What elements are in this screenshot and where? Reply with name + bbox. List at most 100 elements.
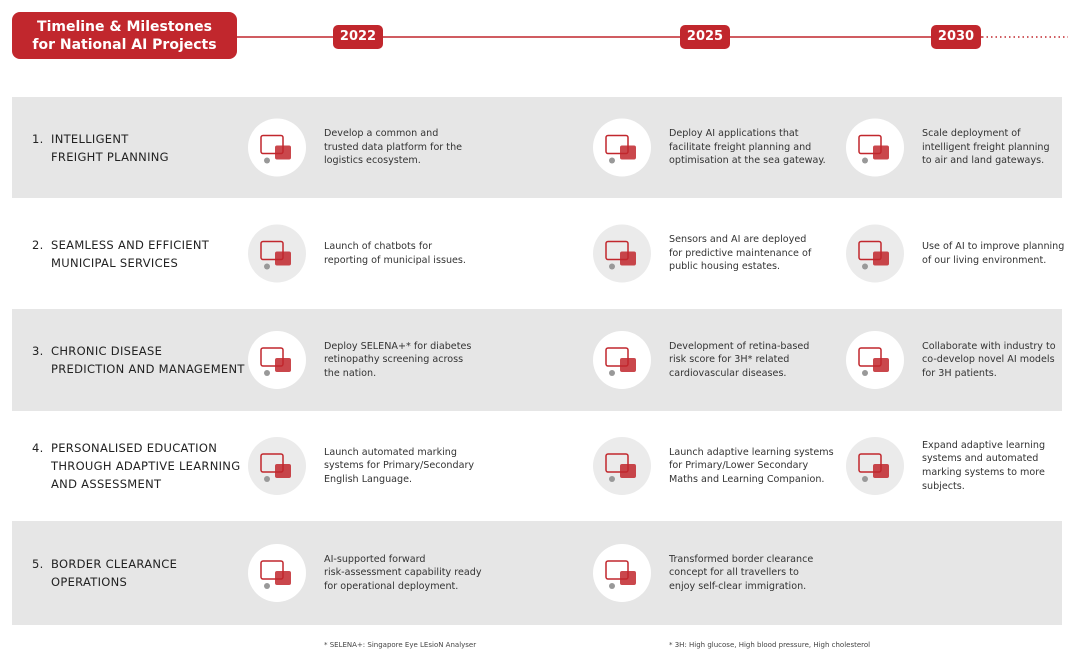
project-number: 2. (32, 237, 44, 252)
icon-shape (873, 251, 889, 266)
milestone-text: Deploy AI applications that (669, 128, 799, 140)
icon-shape (873, 358, 889, 372)
year-pill (931, 25, 981, 49)
project-name: PREDICTION AND MANAGEMENT (51, 362, 245, 376)
milestone-text: risk-assessment capability ready (324, 567, 482, 579)
milestone-text: systems and automated (922, 453, 1039, 465)
project-name: OPERATIONS (51, 575, 128, 589)
milestone-text: concept for all travellers to (669, 567, 799, 579)
icon-shape (609, 583, 615, 589)
icon-shape (609, 370, 615, 376)
icon-shape (275, 571, 291, 585)
milestone-text: retinopathy screening across (324, 354, 464, 366)
milestone-text: risk score for 3H* related (669, 354, 790, 366)
icon-shape (275, 464, 291, 478)
milestone-text: the nation. (324, 367, 377, 379)
title-line: Timeline & Milestones (37, 19, 212, 35)
icon-shape (260, 560, 284, 580)
milestone-text: subjects. (922, 480, 965, 492)
icon-shape (620, 464, 636, 478)
milestone-text: cardiovascular diseases. (669, 367, 787, 379)
milestone-text: AI-supported forward (324, 553, 426, 565)
icon-shape (858, 240, 882, 261)
project-name: MUNICIPAL SERVICES (51, 255, 179, 270)
icon-shape (605, 453, 629, 473)
project-number: 1. (32, 131, 44, 146)
icon-shape (620, 571, 636, 585)
icon-shape (275, 251, 291, 266)
project-number: 5. (32, 557, 44, 571)
milestone-text: Launch of chatbots for (324, 240, 433, 252)
icon-shape (858, 453, 882, 473)
year-label: 2025 (686, 29, 724, 44)
icon-shape (858, 347, 882, 367)
icon-shape (862, 263, 868, 270)
icon-shape (862, 370, 868, 376)
milestone-text: Scale deployment of (922, 128, 1021, 140)
icon-shape (862, 157, 868, 164)
icon-shape (260, 347, 284, 367)
icon-shape (605, 560, 629, 580)
milestone-text: Development of retina-based (669, 340, 810, 352)
project-name: INTELLIGENT (51, 131, 129, 146)
milestone-text: intelligent freight planning (922, 141, 1050, 153)
milestone-text: public housing estates. (669, 261, 781, 273)
footnote: * SELENA+: Singapore Eye LEsioN Analyser (324, 641, 477, 649)
project-name: AND ASSESSMENT (51, 477, 162, 491)
icon-shape (620, 358, 636, 372)
milestone-text: of our living environment. (922, 254, 1047, 266)
icon-shape (264, 476, 270, 482)
project-name: FREIGHT PLANNING (51, 149, 169, 164)
milestone-text: Launch automated marking (324, 446, 457, 458)
icon-shape (264, 583, 270, 589)
title-box (12, 12, 237, 59)
milestone-text: Deploy SELENA+* for diabetes (324, 340, 472, 352)
icon-shape (609, 263, 615, 270)
icon-shape (609, 476, 615, 482)
icon-shape (605, 240, 629, 261)
milestone-text: systems for Primary/Secondary (324, 460, 475, 472)
milestone-text: marking systems to more (922, 467, 1045, 478)
icon-shape (620, 145, 636, 160)
icon-shape (862, 476, 868, 482)
milestone-text: Sensors and AI are deployed (669, 234, 807, 246)
milestone-text: Transformed border clearance (669, 553, 814, 565)
icon-shape (275, 358, 291, 372)
milestone-text: Collaborate with industry to (922, 340, 1056, 352)
milestone-text: facilitate freight planning and (669, 141, 812, 153)
project-number: 3. (32, 344, 44, 358)
icon-shape (275, 145, 291, 160)
milestone-text: Use of AI to improve planning (922, 240, 1065, 252)
milestone-text: trusted data platform for the (324, 141, 463, 153)
icon-shape (260, 240, 284, 261)
icon-shape (260, 453, 284, 473)
footnote: * 3H: High glucose, High blood pressure,… (669, 641, 871, 649)
milestone-text: logistics ecosystem. (324, 155, 421, 167)
milestone-text: for predictive maintenance of (669, 247, 812, 259)
milestone-text: for Primary/Lower Secondary (669, 460, 809, 472)
icon-shape (620, 251, 636, 266)
project-name: SEAMLESS AND EFFICIENT (51, 237, 210, 252)
milestone-text: for 3H patients. (922, 367, 997, 379)
project-name: THROUGH ADAPTIVE LEARNING (51, 459, 241, 473)
icon-shape (605, 347, 629, 367)
project-name: PERSONALISED EDUCATION (51, 441, 218, 455)
row-band (12, 521, 1062, 625)
year-pill (680, 25, 730, 49)
milestone-text: reporting of municipal issues. (324, 254, 466, 266)
icon-shape (858, 134, 882, 155)
icon-shape (264, 370, 270, 376)
milestone-text: for operational deployment. (324, 580, 459, 592)
icon-shape (873, 145, 889, 160)
project-name: CHRONIC DISEASE (51, 344, 163, 358)
icon-shape (873, 464, 889, 478)
milestone-text: enjoy self-clear immigration. (669, 580, 807, 592)
title-line: for National AI Projects (32, 37, 217, 53)
icon-shape (609, 157, 615, 164)
milestone-text: optimisation at the sea gateway. (669, 155, 826, 167)
year-pill (333, 25, 383, 49)
icon-shape (605, 134, 629, 155)
year-label: 2030 (937, 29, 975, 44)
